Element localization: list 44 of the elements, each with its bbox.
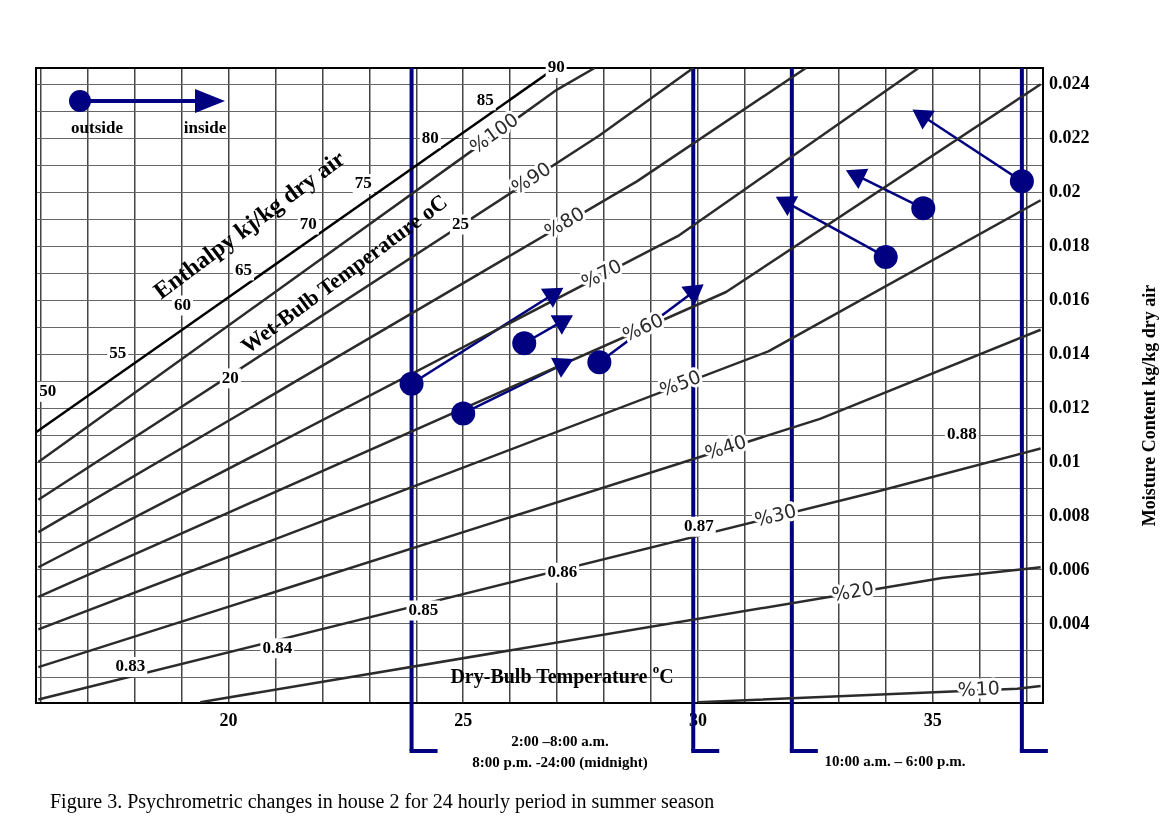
annotation: 0.86 bbox=[547, 562, 578, 582]
annotation: 20 bbox=[221, 367, 239, 387]
y-tick-label: 0.01 bbox=[1049, 450, 1081, 471]
y-tick-label: 0.022 bbox=[1049, 126, 1090, 147]
y-tick-label: 0.008 bbox=[1049, 504, 1090, 525]
text: %40 bbox=[702, 429, 750, 464]
text: %80 bbox=[540, 201, 588, 242]
annotation: 55 bbox=[109, 343, 127, 363]
annotation: 25 bbox=[451, 213, 469, 233]
x-tick-label: 35 bbox=[923, 710, 942, 731]
caption: Figure 3. Psychrometric changes in house 2 for 24 hourly period in summer season bbox=[50, 790, 715, 814]
text: %70 bbox=[577, 253, 626, 293]
annotation: 0.85 bbox=[408, 599, 439, 619]
annotation: 50 bbox=[39, 381, 57, 401]
y-tick-label: 0.004 bbox=[1049, 612, 1090, 633]
y-tick-label: 0.006 bbox=[1049, 558, 1090, 579]
y-tick-label: 0.016 bbox=[1049, 288, 1090, 309]
y-axis-title: Moisture Content kg/kg dry air bbox=[1138, 284, 1159, 527]
annotation: 65 bbox=[235, 259, 252, 279]
annotation: 85 bbox=[476, 89, 494, 109]
text: 10:00 a.m. – 6:00 p.m. bbox=[824, 752, 966, 769]
annotation: 0.83 bbox=[115, 656, 146, 676]
y-tick-label: 0.018 bbox=[1049, 234, 1090, 255]
y-tick-label: 0.02 bbox=[1049, 180, 1081, 201]
annotation: 0.88 bbox=[946, 424, 977, 444]
x-tick-label: 20 bbox=[219, 710, 238, 731]
series-label: %10 bbox=[957, 676, 1001, 701]
annotation: 70 bbox=[299, 213, 317, 233]
text: 2:00 –8:00 a.m. 8:00 p.m. -24:00 (midnight) bbox=[472, 732, 648, 771]
text: %20 bbox=[830, 576, 876, 606]
text: %50 bbox=[656, 365, 704, 401]
y-tick-label: 0.012 bbox=[1049, 396, 1090, 417]
annotation: 80 bbox=[421, 127, 439, 147]
text: %90 bbox=[507, 156, 555, 199]
annotation: 0.84 bbox=[262, 637, 293, 657]
annotation: 75 bbox=[354, 173, 372, 193]
text: %30 bbox=[752, 498, 799, 531]
x-tick-label: 25 bbox=[454, 710, 473, 731]
annotation: 60 bbox=[173, 294, 191, 314]
annotation: 90 bbox=[547, 57, 565, 77]
annotation: 0.87 bbox=[684, 516, 715, 536]
legend-label: inside bbox=[183, 118, 227, 138]
y-tick-label: 0.024 bbox=[1049, 72, 1090, 93]
y-tick-label: 0.014 bbox=[1049, 342, 1090, 363]
